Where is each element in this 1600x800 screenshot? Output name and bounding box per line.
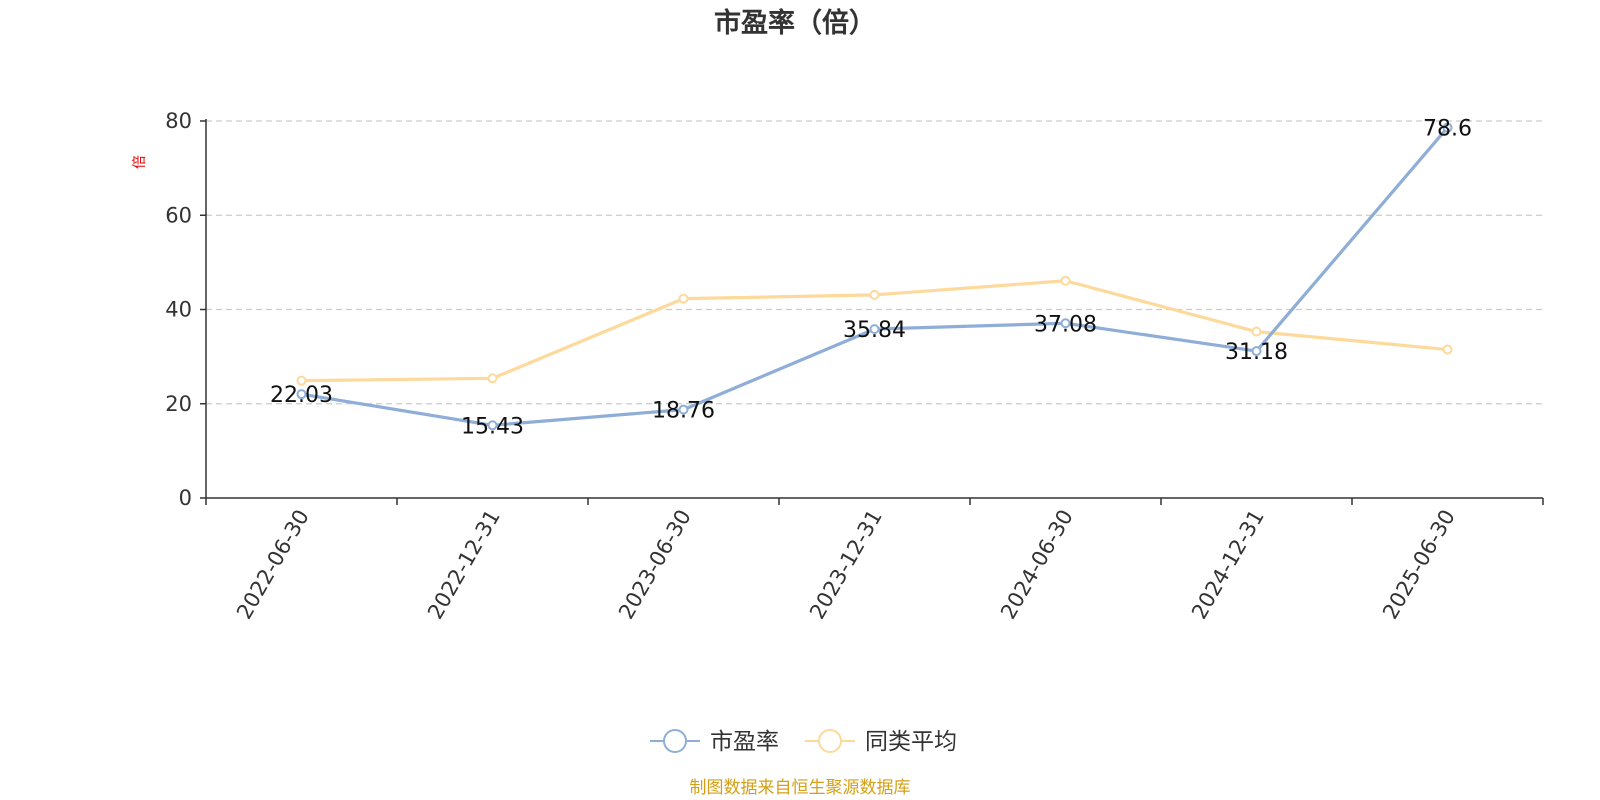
data-point[interactable]: [487, 373, 498, 384]
x-tick-label: 2025-06-30: [1378, 506, 1460, 624]
data-point[interactable]: [869, 324, 880, 335]
data-point[interactable]: [296, 389, 307, 400]
chart-title: 市盈率（倍）: [714, 7, 876, 39]
data-point[interactable]: [678, 293, 689, 304]
y-tick-label: 80: [165, 109, 192, 133]
data-label: 35.84: [843, 318, 906, 343]
axes: 0 20 40 60 80 2022-06-30 2022-12-31 2023-06-30 2…: [165, 109, 1544, 624]
legend-label[interactable]: 同类平均: [865, 729, 957, 755]
data-label: 15.43: [461, 414, 524, 439]
y-axis-unit: 倍: [132, 155, 148, 169]
x-tick-label: 2023-12-31: [805, 506, 887, 624]
data-point[interactable]: [1251, 326, 1262, 337]
data-label: 22.03: [270, 383, 333, 408]
data-point[interactable]: [1251, 346, 1262, 357]
x-tick-label: 2024-06-30: [996, 506, 1078, 624]
data-label: 31.18: [1225, 340, 1288, 365]
x-tick-label: 2022-12-31: [423, 506, 505, 624]
y-tick-label: 20: [165, 392, 192, 416]
legend[interactable]: 市盈率 同类平均: [650, 729, 957, 755]
data-point[interactable]: [1060, 318, 1071, 329]
data-point[interactable]: [1442, 344, 1453, 355]
series: [296, 122, 1453, 431]
y-tick-label: 0: [179, 486, 192, 510]
data-point[interactable]: [678, 404, 689, 415]
data-point[interactable]: [1442, 122, 1453, 133]
x-tick-label: 2022-06-30: [232, 506, 314, 624]
data-point[interactable]: [869, 289, 880, 300]
x-tick-label: 2024-12-31: [1187, 506, 1269, 624]
data-label: 18.76: [652, 399, 715, 424]
data-labels: 22.03 15.43 18.76 35.84 37.08 31.18 78.6: [270, 117, 1472, 440]
legend-label[interactable]: 市盈率: [710, 729, 779, 755]
grid: [206, 120, 1543, 405]
series-line-0: [301, 126, 1449, 427]
legend-marker: [663, 729, 687, 753]
source-note: 制图数据来自恒生聚源数据库: [690, 778, 911, 798]
y-tick-label: 60: [165, 203, 192, 227]
data-label: 37.08: [1034, 312, 1097, 337]
y-tick-label: 40: [165, 298, 192, 322]
data-point[interactable]: [296, 375, 307, 386]
data-label: 78.6: [1423, 117, 1472, 142]
legend-marker: [818, 729, 842, 753]
data-point[interactable]: [487, 420, 498, 431]
x-tick-label: 2023-06-30: [614, 506, 696, 624]
data-point[interactable]: [1060, 275, 1071, 286]
